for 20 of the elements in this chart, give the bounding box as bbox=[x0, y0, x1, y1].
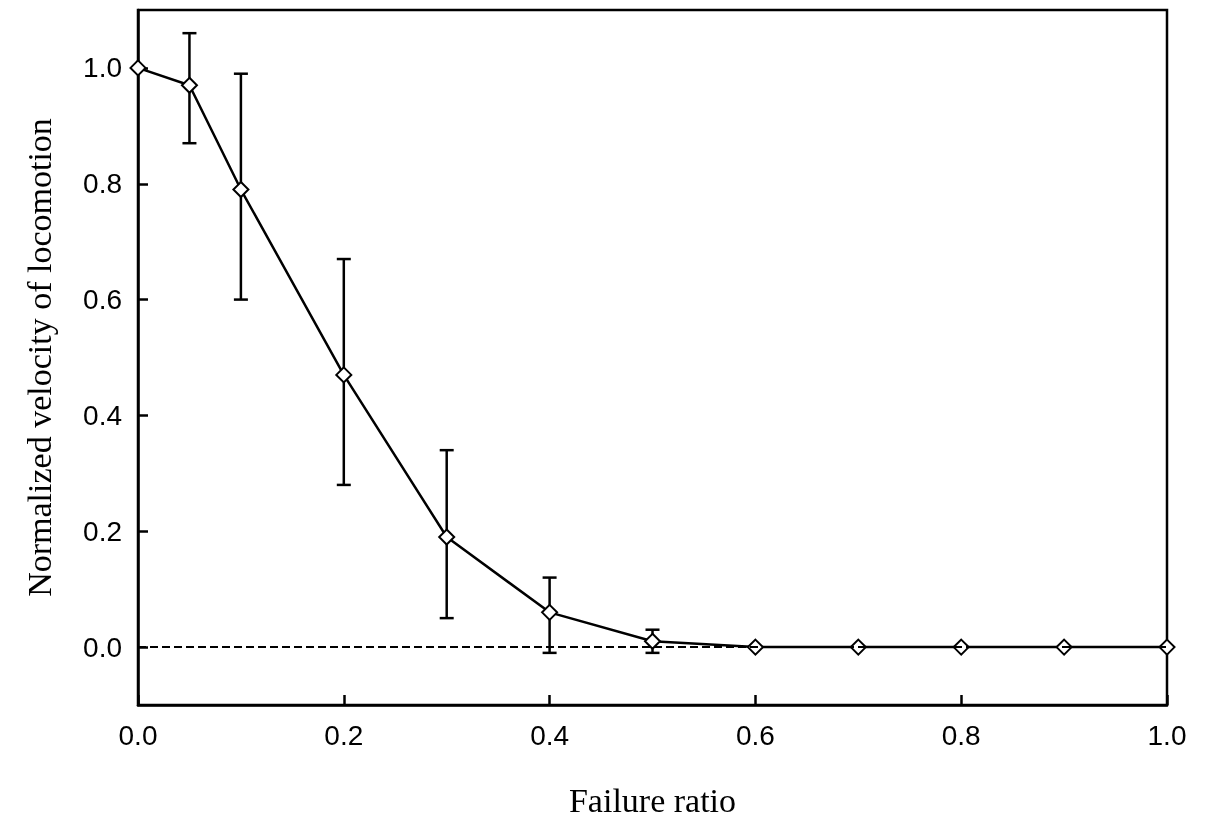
y-tick-label: 0.8 bbox=[83, 168, 122, 200]
y-tick-label: 0.2 bbox=[83, 515, 122, 547]
point bbox=[644, 632, 661, 650]
x-tick-label: 1.0 bbox=[1147, 719, 1187, 751]
x-tick-label: 0.0 bbox=[118, 719, 158, 751]
y-tick-label: 0.0 bbox=[83, 631, 122, 663]
point bbox=[335, 366, 353, 384]
x-tick-label: 0.4 bbox=[530, 719, 570, 751]
y-tick-label: 1.0 bbox=[83, 52, 122, 84]
point bbox=[541, 603, 559, 621]
point bbox=[180, 76, 198, 94]
y-tick-label: 0.4 bbox=[83, 399, 122, 431]
y-tick-label: 0.6 bbox=[83, 284, 122, 316]
point bbox=[232, 181, 250, 199]
x-tick-label: 0.2 bbox=[324, 719, 364, 751]
x-tick-label: 0.8 bbox=[941, 719, 981, 751]
y-axis-title: Normalized velocity of locomotion bbox=[20, 118, 58, 597]
x-axis-title: Failure ratio bbox=[568, 781, 737, 819]
x-tick-label: 0.6 bbox=[735, 719, 775, 751]
point bbox=[438, 528, 456, 546]
